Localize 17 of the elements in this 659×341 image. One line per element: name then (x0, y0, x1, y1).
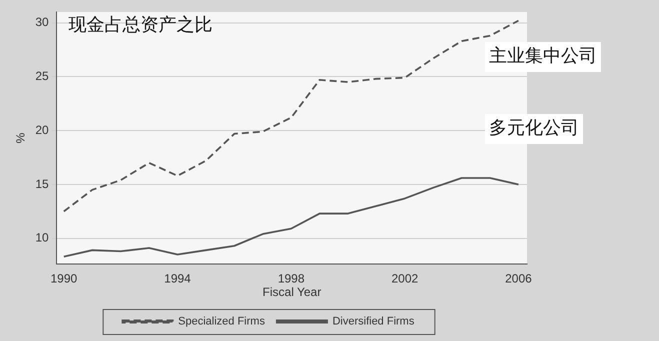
legend-label: Specialized Firms (178, 316, 266, 328)
y-tick-label: 10 (35, 230, 50, 245)
y-tick-label: 30 (35, 15, 50, 30)
y-axis-title: % (14, 132, 28, 144)
annotation: 主业集中公司 (489, 46, 597, 67)
x-tick-label: 2006 (505, 272, 532, 286)
annotation: 现金占总资产之比 (68, 14, 213, 36)
y-tick-label: 25 (35, 68, 50, 83)
y-tick-label: 15 (35, 176, 50, 191)
x-axis-title: Fiscal Year (262, 285, 322, 300)
x-tick-label: 1990 (50, 272, 78, 286)
x-tick-label: 2002 (391, 272, 418, 286)
y-tick-label: 20 (35, 122, 50, 137)
x-tick-label: 1994 (164, 272, 192, 286)
annotation: 多元化公司 (489, 118, 579, 139)
x-tick-label: 1998 (278, 272, 305, 286)
legend-label: Diversified Firms (332, 316, 415, 328)
